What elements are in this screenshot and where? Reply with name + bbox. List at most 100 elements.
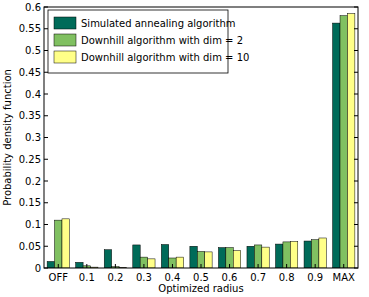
y-tick [354,50,358,51]
chart: 0 0.05 0.1 0.15 0.2 0.25 0.3 0.35 0.4 0.45 0.5 0.55… [0,0,369,297]
bar [190,246,197,268]
bar [176,257,183,268]
bars [47,14,355,268]
y-tick-label: 0.1 [25,219,41,230]
y-tick [44,202,48,203]
y-tick [354,137,358,138]
x-tick-label: MAX [333,272,355,283]
bar [226,248,233,268]
y-tick [354,94,358,95]
y-tick [354,268,358,269]
bar [311,240,318,268]
x-tick [229,264,230,268]
x-tick [343,264,344,268]
x-tick-label: OFF [49,272,69,283]
bar [161,245,168,268]
bar [333,23,340,268]
x-tick [201,264,202,268]
x-tick [315,264,316,268]
x-tick [258,264,259,268]
x-tick-label: 0.8 [279,272,295,283]
y-tick-label: 0.25 [19,154,41,165]
y-tick-label: 0 [35,263,41,274]
bar [169,258,176,268]
bar [319,238,326,268]
legend: Simulated annealing algorithm Downhill al… [48,10,249,73]
x-tick-label: 0.2 [107,272,123,283]
y-tick [354,28,358,29]
y-tick-label: 0.15 [19,197,41,208]
bar [140,257,147,268]
y-tick-label: 0.3 [25,132,41,143]
bar [254,245,261,268]
y-tick [44,94,48,95]
x-tick [286,264,287,268]
y-axis-label: Probability density function [2,69,13,206]
x-tick-label: 0.5 [193,272,209,283]
legend-label: Downhill algorithm with dim = 10 [81,52,249,63]
bar [340,16,347,268]
x-tick [58,264,59,268]
bar [290,241,297,268]
legend-swatch [54,17,76,29]
bar [262,247,269,268]
bar [133,245,140,268]
bar [104,250,111,268]
x-tick-label: 0.7 [250,272,266,283]
y-tick-label: 0.6 [25,2,41,13]
x-tick [86,264,87,268]
y-tick [354,202,358,203]
y-tick [44,268,48,269]
x-tick [143,264,144,268]
y-tick [44,224,48,225]
y-tick-label: 0.55 [19,23,41,34]
y-tick [354,115,358,116]
legend-swatch [54,51,76,63]
bar [218,248,225,268]
y-tick [44,181,48,182]
bar [283,242,290,268]
y-tick-label: 0.2 [25,176,41,187]
bar [276,244,283,268]
bar [47,261,54,268]
x-tick-label: 0.6 [222,272,238,283]
y-tick [44,72,48,73]
y-tick-label: 0.4 [25,89,41,100]
legend-label: Simulated annealing algorithm [81,18,235,29]
legend-swatch [54,34,76,46]
y-tick-label: 0.35 [19,110,41,121]
x-axis-label: Optimized radius [158,283,243,294]
legend-label: Downhill algorithm with dim = 2 [81,35,243,46]
x-tick [172,264,173,268]
y-tick-label: 0.45 [19,67,41,78]
y-tick-label: 0.5 [25,45,41,56]
y-tick [354,224,358,225]
bar [247,246,254,268]
x-tick-label: 0.4 [165,272,181,283]
x-tick-label: 0.1 [79,272,95,283]
x-tick-label: 0.3 [136,272,152,283]
bar [148,259,155,268]
y-tick [354,159,358,160]
bar [76,262,83,268]
y-tick [44,28,48,29]
y-tick [354,7,358,8]
x-tick [115,264,116,268]
y-tick [44,159,48,160]
bar [62,219,69,268]
x-tick-label: 0.9 [307,272,323,283]
bar [304,241,311,268]
y-tick [44,50,48,51]
y-tick-label: 0.05 [19,241,41,252]
bar [205,252,212,268]
y-tick [354,246,358,247]
y-tick [44,246,48,247]
y-tick [44,137,48,138]
y-tick [354,181,358,182]
bar [347,14,354,268]
plot-frame [44,7,358,268]
bar [55,220,62,268]
bar [233,251,240,268]
y-tick [44,7,48,8]
y-tick [44,115,48,116]
